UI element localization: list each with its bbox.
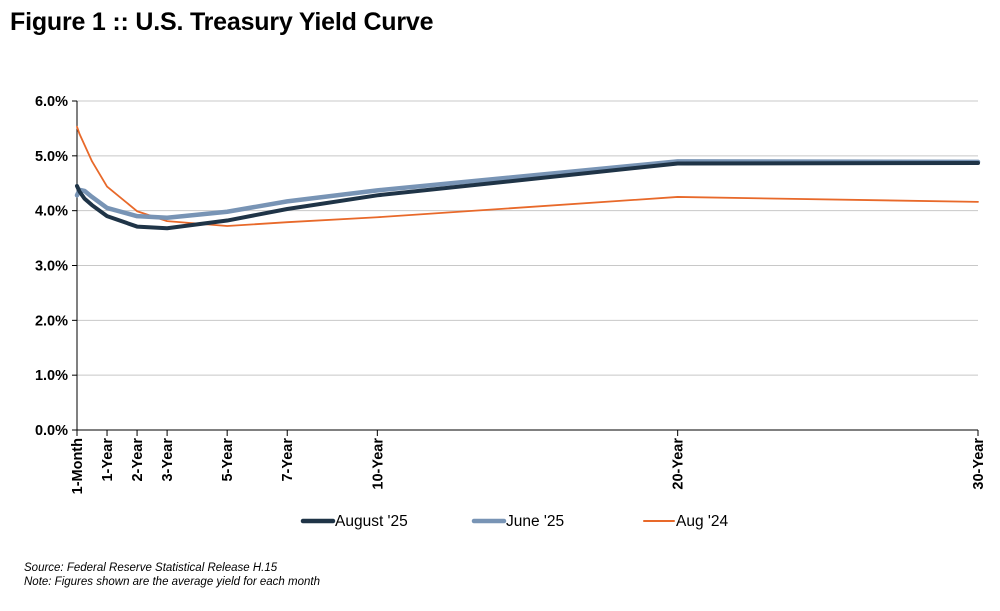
x-tick-label: 2-Year [130,438,146,482]
y-tick-label: 0.0% [35,423,68,439]
legend-label: August '25 [335,513,408,530]
legend-label: June '25 [506,513,564,530]
y-tick-label: 4.0% [35,204,68,220]
legend-label: Aug '24 [676,513,728,530]
footnotes: Source: Federal Reserve Statistical Rele… [24,561,320,589]
series-line-0 [75,160,980,231]
source-note: Source: Federal Reserve Statistical Rele… [24,562,278,574]
legend: August '25 June '25 Aug '24 [300,513,728,530]
figure-title: Figure 1 :: U.S. Treasury Yield Curve [10,8,434,36]
x-tick-label: 7-Year [280,438,296,482]
series-line-1 [74,159,981,221]
x-tick-label: 10-Year [370,438,386,490]
x-tick-label: 1-Month [70,438,86,494]
x-tick-label: 5-Year [220,438,236,482]
x-tick-label: 1-Year [100,438,116,482]
x-tick-label: 30-Year [971,438,987,490]
explanatory-note: Note: Figures shown are the average yiel… [24,576,320,588]
x-tick-label: 20-Year [671,438,687,490]
y-tick-label: 1.0% [35,368,68,384]
y-tick-label: 6.0% [35,94,68,110]
x-tick-label: 3-Year [160,438,176,482]
series-lines [74,125,981,231]
gridlines [77,100,978,376]
y-tick-label: 5.0% [35,149,68,165]
axes: 0.0% 1.0% 2.0% 3.0% 4.0% 5.0% 6.0% 1-Month 1-Yea… [35,94,987,494]
y-tick-label: 3.0% [35,259,68,275]
y-tick-label: 2.0% [35,313,68,329]
